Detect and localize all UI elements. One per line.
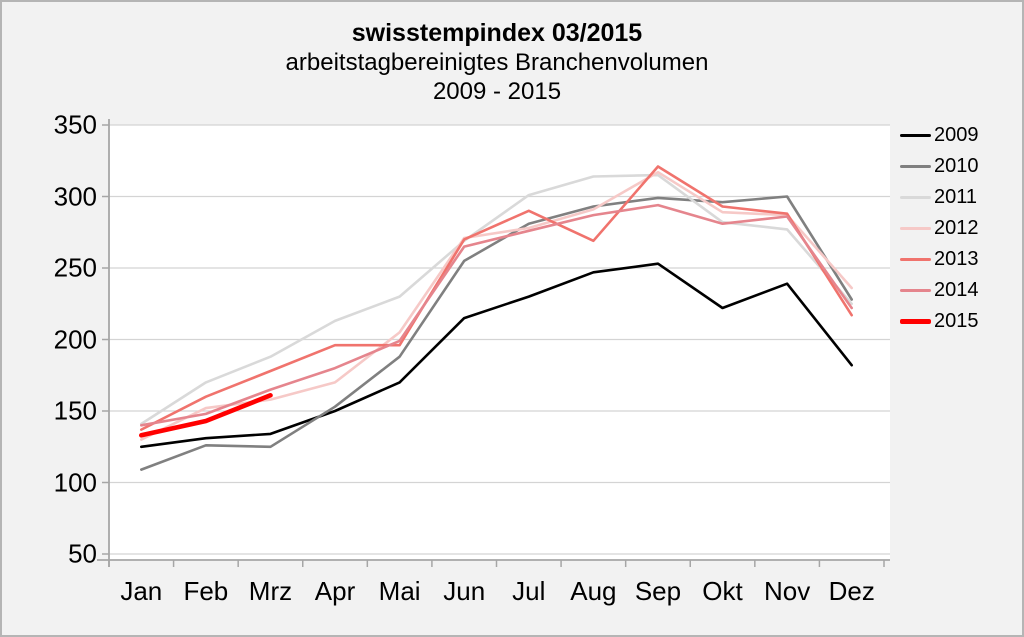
series-line-2009: [140, 262, 854, 449]
legend-line-swatch: [900, 165, 931, 168]
y-axis-tick-label: 250: [53, 252, 97, 283]
x-axis-tick-label: Mrz: [248, 576, 293, 606]
x-axis-tick-label: Mai: [378, 576, 421, 606]
x-axis-tick-label: Okt: [702, 576, 743, 606]
legend-item-2011: 2011: [900, 182, 979, 213]
chart-title: swisstempindex 03/2015: [351, 19, 643, 47]
y-axis-tick-label: 150: [53, 395, 97, 426]
series-line-2013: [140, 165, 854, 431]
legend-item-2010: 2010: [900, 151, 979, 182]
legend-label: 2010: [934, 155, 979, 177]
legend-item-2013: 2013: [900, 244, 979, 275]
x-axis-tick-label: Sep: [634, 576, 682, 606]
chart-period: 2009 - 2015: [432, 78, 562, 105]
x-axis-tick-label: Feb: [183, 576, 229, 606]
y-axis-tick-label: 350: [53, 109, 97, 140]
series-line-2014: [140, 203, 854, 427]
legend-line-swatch: [900, 134, 931, 137]
legend-label: 2011: [934, 186, 978, 208]
legend: 2009 2010 2011 2012 2013 2014 2015: [900, 120, 979, 337]
legend-line-swatch: [900, 196, 931, 199]
x-axis-tick-label: Nov: [764, 576, 811, 606]
legend-label: 2009: [934, 124, 979, 146]
y-axis-tick-label: 50: [68, 538, 97, 569]
y-axis-tick-label: 100: [53, 467, 97, 497]
legend-item-2015: 2015: [900, 306, 979, 337]
x-axis-tick-label: Jul: [512, 576, 546, 606]
legend-label: 2012: [934, 217, 979, 239]
legend-label: 2015: [934, 310, 979, 332]
series-line-2010: [140, 195, 854, 471]
x-axis-tick-label: Apr: [314, 576, 356, 606]
legend-label: 2014: [934, 279, 979, 301]
x-axis-tick-label: Aug: [570, 576, 617, 606]
x-axis-tick-label: Jun: [443, 576, 486, 606]
legend-item-2012: 2012: [900, 213, 979, 244]
y-axis-tick-label: 300: [53, 181, 97, 211]
legend-line-swatch: [900, 258, 931, 261]
chart-subtitle: arbeitstagbereinigtes Branchenvolumen: [285, 49, 709, 76]
legend-line-swatch: [900, 289, 931, 292]
x-axis-tick-label: Dez: [828, 576, 875, 606]
legend-label: 2013: [934, 248, 979, 270]
series-line-2015: [139, 392, 273, 438]
x-axis-tick-label: Jan: [120, 576, 163, 606]
legend-line-swatch: [900, 319, 931, 324]
title-block: swisstempindex 03/2015 arbeitstagbereini…: [2, 18, 992, 106]
y-axis-tick-label: 200: [53, 324, 97, 354]
legend-item-2014: 2014: [900, 275, 979, 306]
legend-line-swatch: [900, 227, 931, 230]
plot-area: [109, 125, 890, 560]
legend-item-2009: 2009: [900, 120, 979, 151]
